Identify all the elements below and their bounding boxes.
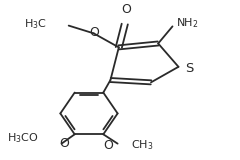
- Text: CH$_3$: CH$_3$: [131, 138, 153, 152]
- Text: S: S: [186, 62, 194, 75]
- Text: H$_3$CO: H$_3$CO: [7, 131, 38, 145]
- Text: H$_3$C: H$_3$C: [24, 18, 47, 31]
- Text: O: O: [60, 137, 70, 150]
- Text: O: O: [103, 139, 113, 152]
- Text: O: O: [90, 26, 99, 39]
- Text: O: O: [121, 3, 131, 16]
- Text: NH$_2$: NH$_2$: [176, 16, 199, 30]
